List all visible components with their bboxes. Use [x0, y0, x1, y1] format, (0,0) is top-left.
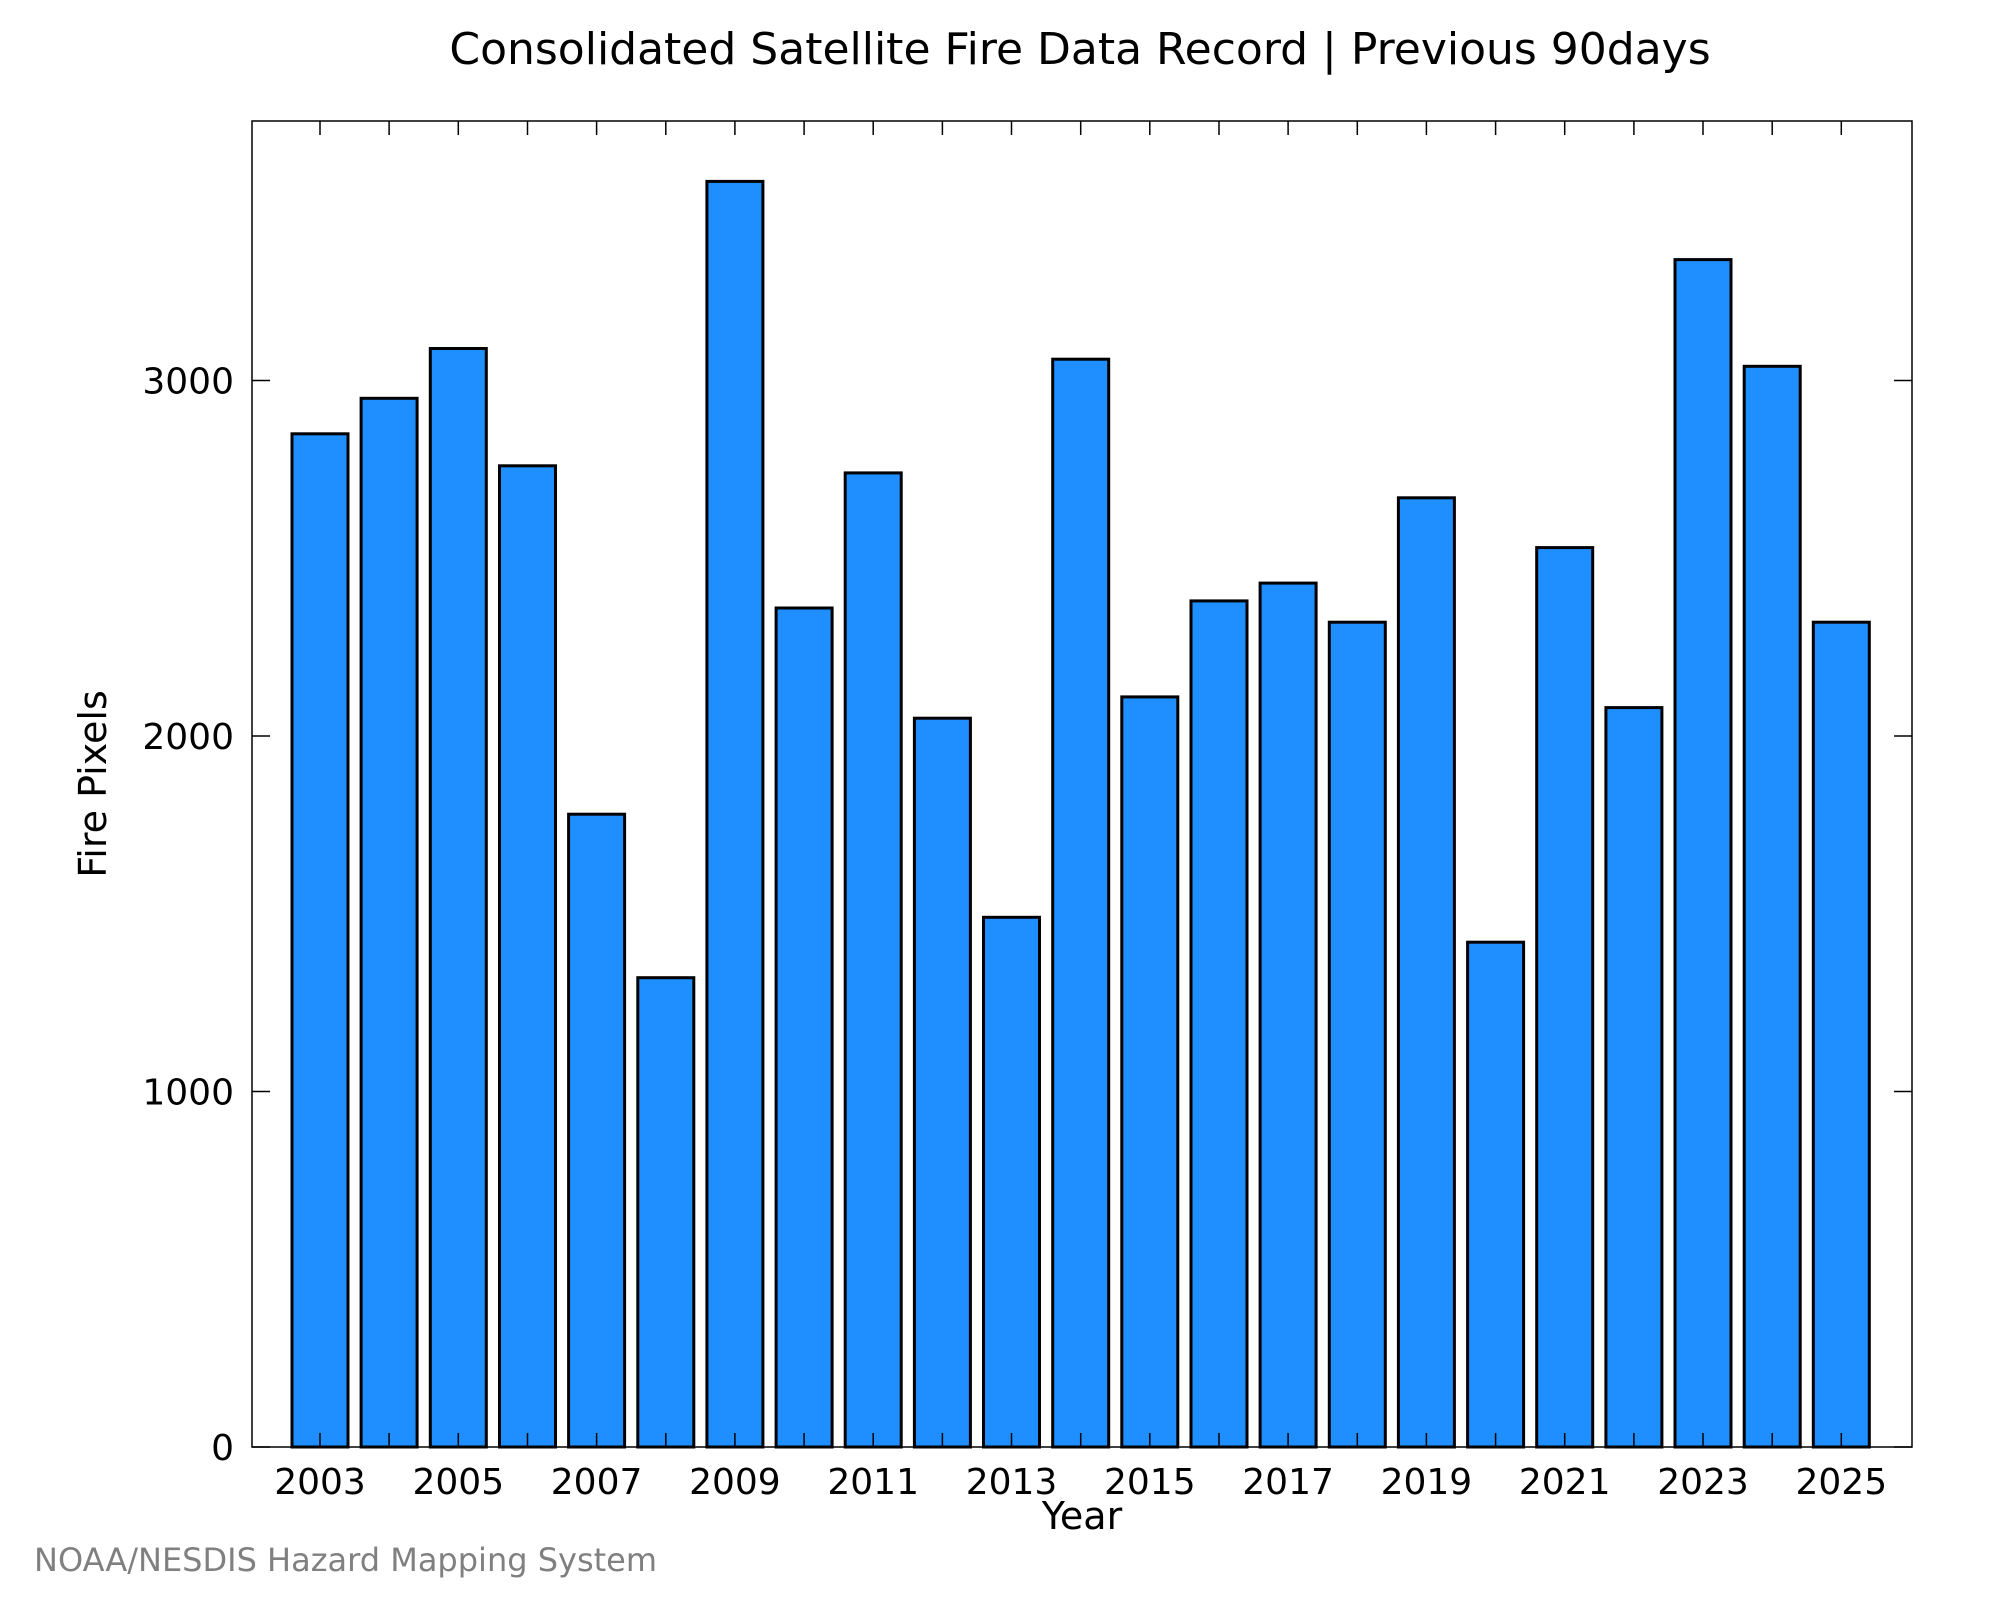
y-tick-label-3000: 3000: [142, 362, 234, 403]
bar-2025: [1811, 620, 1871, 1449]
x-tick-label-2009: 2009: [689, 1462, 781, 1503]
bar-2007: [567, 812, 627, 1449]
x-tick-label-2017: 2017: [1242, 1462, 1334, 1503]
bar-2015: [1120, 695, 1180, 1449]
bar-2020: [1466, 940, 1526, 1449]
bars-group: [290, 179, 1871, 1449]
bar-2024: [1742, 364, 1802, 1449]
y-tick-label-1000: 1000: [142, 1073, 234, 1114]
x-axis-ticks: 2003 2005 2007 2009 2011 2013 2015 2017 2019 2021…: [274, 121, 1887, 1503]
bar-2010: [774, 606, 834, 1449]
bar-2018: [1327, 620, 1387, 1449]
x-tick-label-2007: 2007: [551, 1462, 643, 1503]
bar-2023: [1673, 258, 1733, 1449]
bar-2013: [982, 915, 1041, 1449]
x-tick-label-2025: 2025: [1795, 1462, 1887, 1503]
bar-2009: [705, 179, 765, 1449]
bar-2012: [912, 716, 972, 1449]
y-axis-label: Fire Pixels: [71, 690, 115, 878]
x-tick-label-2019: 2019: [1381, 1462, 1473, 1503]
bar-2017: [1258, 581, 1318, 1449]
x-tick-label-2005: 2005: [412, 1462, 504, 1503]
x-tick-label-2021: 2021: [1519, 1462, 1611, 1503]
x-tick-label-2003: 2003: [274, 1462, 366, 1503]
x-axis-label: Year: [1041, 1494, 1123, 1538]
x-tick-label-2015: 2015: [1104, 1462, 1196, 1503]
y-axis-ticks: 0 1000 2000 3000: [142, 362, 1912, 1469]
bar-2011: [843, 471, 903, 1449]
y-tick-label-2000: 2000: [142, 717, 234, 758]
bar-2008: [636, 976, 696, 1449]
bar-2004: [359, 396, 419, 1449]
bar-2021: [1535, 546, 1595, 1449]
credit-text: NOAA/NESDIS Hazard Mapping System: [34, 1541, 657, 1579]
x-tick-label-2011: 2011: [827, 1462, 919, 1503]
bar-2003: [290, 432, 350, 1449]
x-tick-label-2023: 2023: [1657, 1462, 1749, 1503]
bar-2006: [498, 464, 557, 1449]
bar-2022: [1604, 706, 1664, 1449]
chart-title: Consolidated Satellite Fire Data Record …: [449, 24, 1710, 75]
bar-2014: [1051, 357, 1111, 1449]
bar-2019: [1396, 496, 1456, 1449]
bar-2016: [1189, 599, 1249, 1449]
x-tick-label-2013: 2013: [966, 1462, 1058, 1503]
y-tick-label-0: 0: [211, 1428, 234, 1469]
bar-2005: [428, 347, 488, 1449]
